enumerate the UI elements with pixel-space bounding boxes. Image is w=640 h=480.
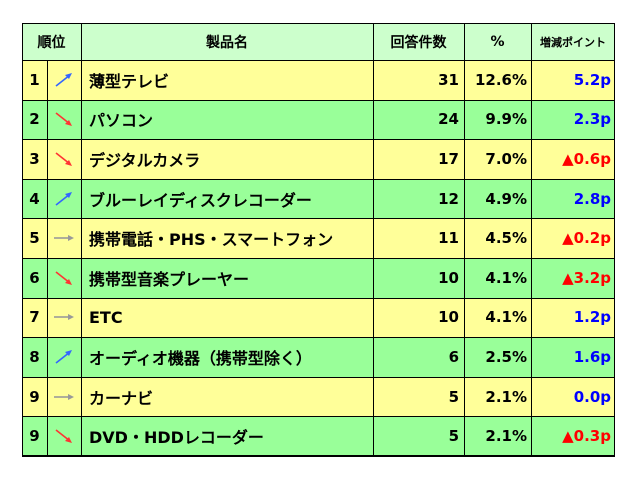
product-name: ETC [89, 307, 123, 327]
percent-value: 12.6% [474, 70, 527, 89]
percent-value: 4.5% [485, 229, 527, 248]
percent-value: 9.9% [485, 110, 527, 129]
response-count: 12 [438, 189, 459, 208]
row-divider [22, 139, 615, 141]
arrow-right-icon [47, 298, 81, 338]
product-name: 携帯電話・PHS・スマートフォン [89, 230, 334, 250]
change-points: ▲3.2p [562, 268, 611, 287]
arrow-down-right-icon [47, 416, 81, 456]
percent-value: 2.1% [485, 427, 527, 446]
product-name: オーディオ機器（携帯型除く） [89, 348, 312, 368]
arrow-right-icon [47, 218, 81, 258]
response-count: 10 [438, 268, 459, 287]
rank-cell: 5 [29, 229, 40, 248]
product-name: 携帯型音楽プレーヤー [89, 269, 250, 289]
table-row: 8 オーディオ機器（携帯型除く） 6 2.5% 1.6p [22, 337, 615, 377]
change-points: 0.0p [573, 387, 611, 406]
table-row: 4 ブルーレイディスクレコーダー 12 4.9% 2.8p [22, 178, 615, 219]
column-divider [373, 23, 374, 456]
rank-cell: 1 [29, 70, 40, 89]
arrow-down-right-icon [47, 258, 81, 298]
rank-cell: 3 [29, 149, 40, 168]
header-product-name: 製品名 [206, 34, 248, 51]
table-row: 1 薄型テレビ 31 12.6% 5.2p [22, 60, 615, 100]
row-divider [22, 178, 615, 180]
header-rank: 順位 [37, 34, 66, 51]
column-divider [464, 23, 465, 456]
rank-cell: 8 [29, 347, 40, 366]
table-row: 3 デジタルカメラ 17 7.0% ▲0.6p [22, 139, 615, 179]
table-border [22, 23, 615, 456]
change-points: ▲0.6p [562, 149, 611, 168]
row-divider [22, 297, 615, 299]
arrow-up-right-icon [47, 337, 81, 377]
row-divider [22, 218, 615, 220]
product-name: デジタルカメラ [89, 150, 201, 170]
percent-value: 4.9% [485, 189, 527, 208]
percent-value: 2.5% [485, 347, 527, 366]
row-divider [22, 60, 615, 61]
rank-cell: 7 [29, 308, 40, 327]
percent-value: 7.0% [485, 149, 527, 168]
response-count: 24 [438, 110, 459, 129]
row-divider [22, 258, 615, 259]
header-change-points: 増減ポイント [540, 35, 606, 49]
product-name: パソコン [89, 111, 154, 131]
arrow-down-right-icon [47, 139, 81, 179]
change-points: ▲0.3p [562, 427, 611, 446]
table-row: 2 パソコン 24 9.9% 2.3p [22, 99, 615, 140]
row-divider [22, 99, 615, 101]
row-divider [22, 456, 615, 457]
row-divider [22, 376, 615, 378]
response-count: 5 [448, 427, 459, 446]
change-points: 2.3p [573, 110, 611, 129]
rank-cell: 6 [29, 268, 40, 287]
response-count: 10 [438, 308, 459, 327]
product-name: DVD・HDDレコーダー [89, 428, 264, 448]
change-points: 1.6p [573, 347, 611, 366]
table-row: 7 ETC 10 4.1% 1.2p [22, 297, 615, 338]
table-row: 9 DVD・HDDレコーダー 5 2.1% ▲0.3p [22, 416, 615, 456]
column-divider [531, 23, 532, 456]
product-name: カーナビ [89, 388, 154, 408]
row-divider [22, 337, 615, 339]
product-name: 薄型テレビ [89, 71, 170, 91]
response-count: 31 [438, 70, 459, 89]
response-count: 5 [448, 387, 459, 406]
row-divider [22, 416, 615, 418]
product-name: ブルーレイディスクレコーダー [89, 190, 312, 210]
table-row: 6 携帯型音楽プレーヤー 10 4.1% ▲3.2p [22, 258, 615, 298]
rank-cell: 9 [29, 427, 40, 446]
percent-value: 4.1% [485, 308, 527, 327]
percent-value: 4.1% [485, 268, 527, 287]
ranking-table: 順位 製品名 回答件数 % 増減ポイント 1 薄型テレビ 31 12.6% 5.2p 2 パ… [22, 23, 615, 457]
arrow-down-right-icon [47, 100, 81, 140]
table-row: 9 カーナビ 5 2.1% 0.0p [22, 376, 615, 417]
rank-cell: 4 [29, 189, 40, 208]
response-count: 6 [448, 347, 459, 366]
header-response-count: 回答件数 [390, 34, 447, 51]
column-divider [81, 23, 82, 456]
percent-value: 2.1% [485, 387, 527, 406]
table-header: 順位 製品名 回答件数 % 増減ポイント [22, 23, 615, 60]
response-count: 11 [438, 229, 459, 248]
change-points: 2.8p [573, 189, 611, 208]
change-points: 5.2p [573, 70, 611, 89]
arrow-up-right-icon [47, 179, 81, 219]
rank-cell: 2 [29, 110, 40, 129]
rank-cell: 9 [29, 387, 40, 406]
change-points: 1.2p [573, 308, 611, 327]
response-count: 17 [438, 149, 459, 168]
arrow-up-right-icon [47, 60, 81, 100]
change-points: ▲0.2p [562, 229, 611, 248]
header-percent: % [490, 33, 505, 50]
arrow-right-icon [47, 377, 81, 417]
table-row: 5 携帯電話・PHS・スマートフォン 11 4.5% ▲0.2p [22, 218, 615, 258]
